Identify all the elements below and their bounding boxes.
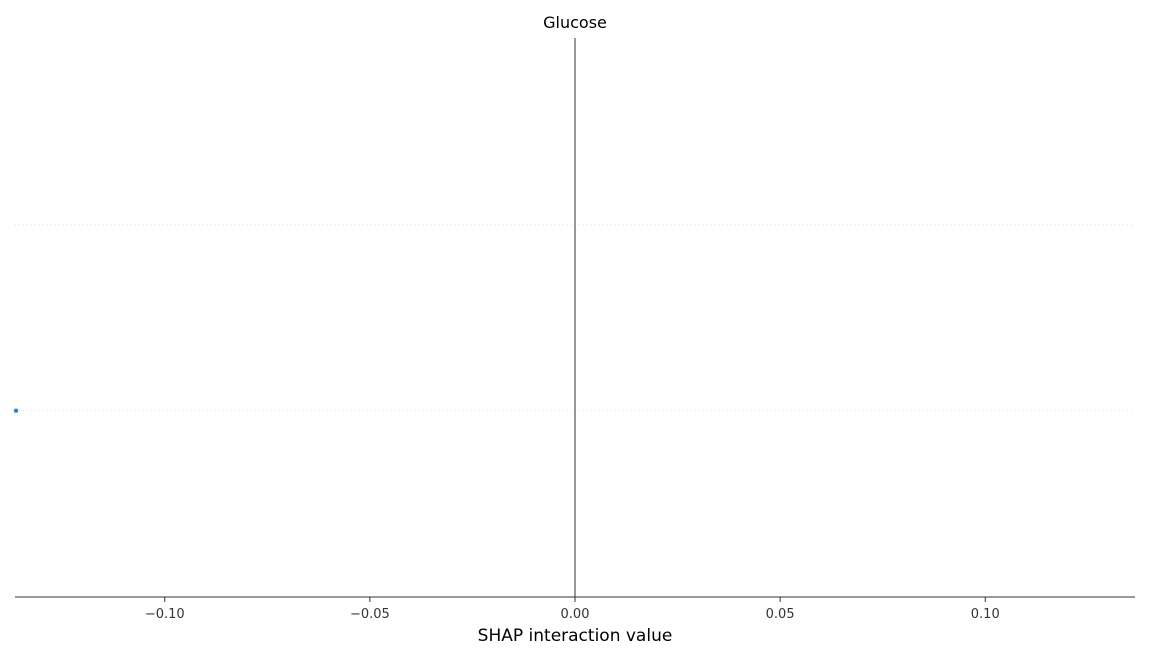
chart-title: Glucose	[543, 13, 607, 32]
x-tick-label: 0.00	[561, 607, 590, 622]
x-tick-label: −0.05	[350, 607, 390, 622]
x-ticks: −0.10 −0.05 0.00 0.05 0.10	[145, 597, 1000, 622]
x-tick-label: 0.05	[766, 607, 795, 622]
x-tick-label: 0.10	[971, 607, 1000, 622]
x-axis-label: SHAP interaction value	[478, 626, 673, 646]
data-point	[13, 408, 19, 413]
x-tick-label: −0.10	[145, 607, 185, 622]
data-points	[13, 408, 19, 413]
